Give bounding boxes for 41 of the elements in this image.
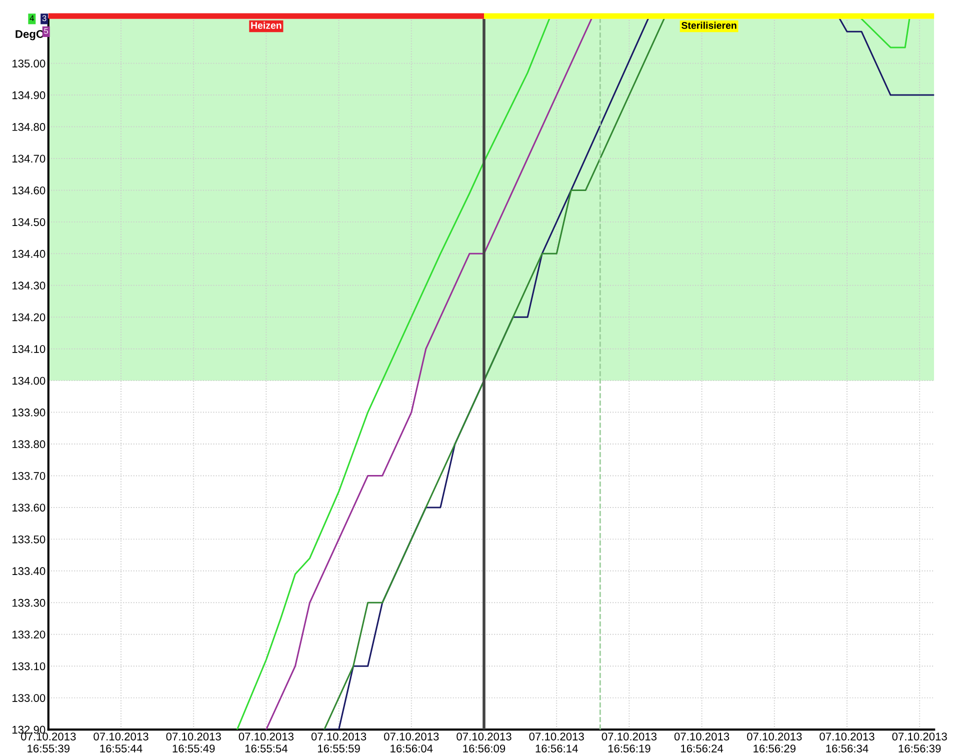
text: 3 (42, 15, 46, 22)
y-tick-label: 135.00 (12, 60, 46, 68)
y-tick-label: 134.60 (12, 186, 46, 194)
x-tick-label: 07.10.2013 16:55:59 (311, 732, 366, 752)
x-tick-label: 07.10.2013 16:56:39 (892, 732, 947, 752)
x-tick-label: 07.10.2013 16:56:19 (602, 732, 657, 752)
y-tick-label: 132.90 (12, 726, 46, 734)
y-tick-label: 133.00 (12, 694, 46, 702)
y-tick-label: 133.70 (12, 472, 46, 480)
annotation: Sterilisieren (682, 22, 736, 29)
x-tick-label: 07.10.2013 16:56:09 (456, 732, 512, 752)
y-tick-label: 134.40 (12, 250, 46, 258)
x-tick-label: 07.10.2013 16:55:54 (238, 732, 294, 752)
y-tick-label: 134.30 (12, 282, 46, 290)
y-tick-label: 133.30 (12, 598, 46, 607)
x-tick-label: 07.10.2013 16:56:04 (384, 732, 439, 752)
y-tick-label: 134.10 (12, 345, 46, 353)
y-tick-label: 133.40 (12, 567, 46, 576)
text: 4 (30, 15, 34, 22)
y-tick-label: 134.50 (12, 218, 46, 226)
text: 5 (44, 28, 48, 34)
x-tick-label: 07.10.2013 16:55:44 (94, 732, 148, 752)
x-tick-label: 07.10.2013 16:55:39 (21, 732, 76, 752)
x-tick-label: 07.10.2013 16:56:14 (529, 732, 584, 752)
y-tick-label: 133.20 (12, 630, 46, 638)
x-tick-label: 07.10.2013 16:56:34 (820, 732, 874, 752)
y-tick-label: 133.60 (12, 504, 46, 512)
y-tick-label: 133.10 (12, 662, 46, 670)
y-tick-label: 134.20 (12, 313, 46, 322)
y-axis-title: DegC (16, 30, 44, 40)
y-tick-label: 134.70 (12, 154, 46, 163)
x-tick-label: 07.10.2013 16:55:49 (166, 732, 221, 752)
y-tick-label: 133.90 (12, 408, 46, 416)
x-tick-label: 07.10.2013 16:56:29 (747, 732, 802, 752)
y-tick-label: 133.50 (12, 535, 46, 544)
y-tick-label: 133.80 (12, 440, 46, 448)
x-tick-label: 07.10.2013 16:56:24 (674, 732, 730, 752)
y-tick-label: 134.90 (12, 91, 46, 100)
annotation: Heizen (251, 22, 282, 29)
y-tick-label: 134.00 (12, 376, 46, 385)
y-tick-label: 134.80 (12, 123, 46, 131)
